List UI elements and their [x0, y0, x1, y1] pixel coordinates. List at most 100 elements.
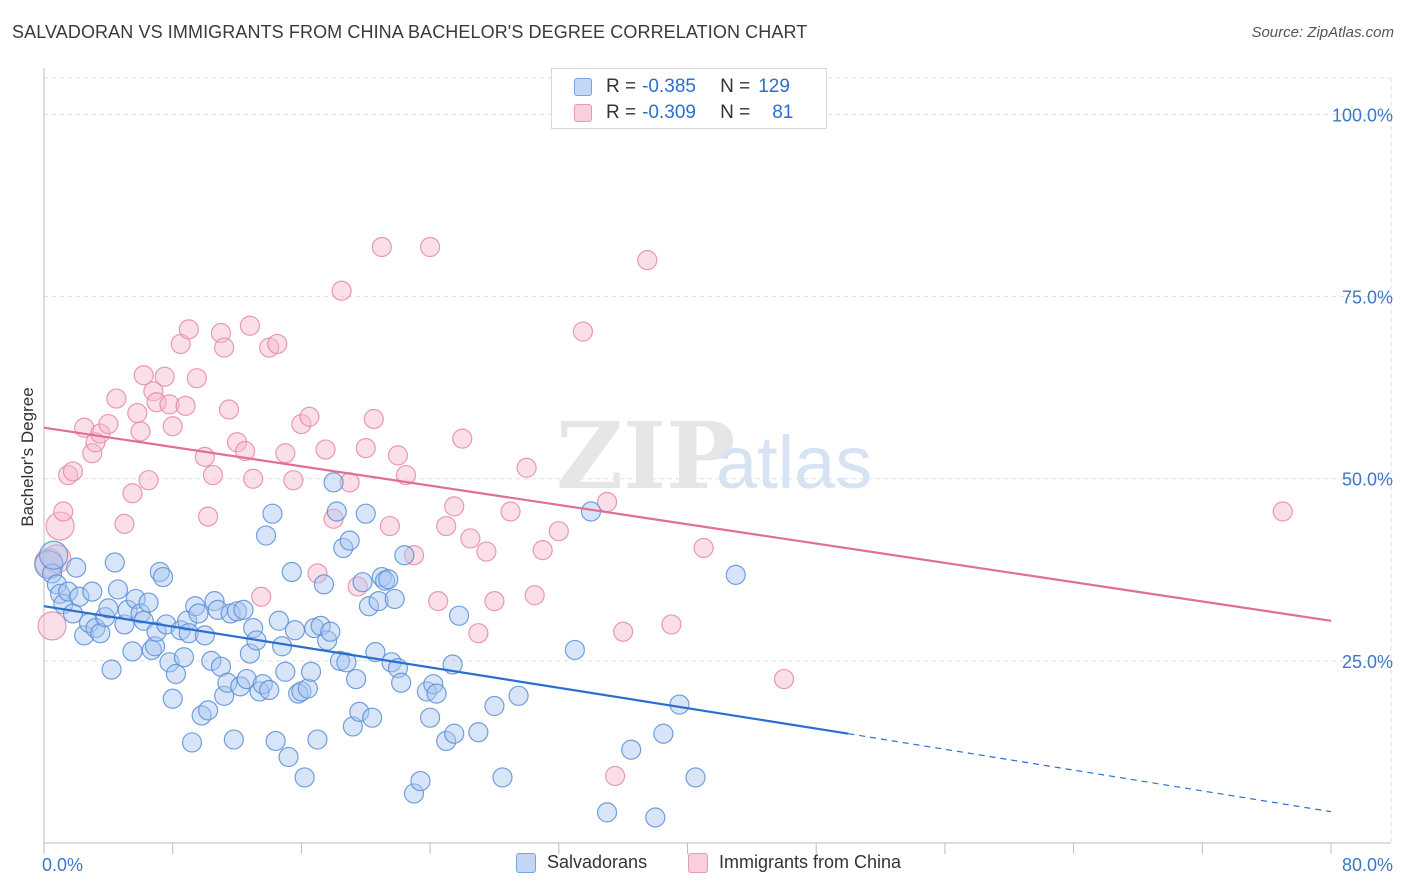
- china-point: [773, 668, 795, 690]
- china-point: [146, 392, 167, 413]
- salvadoran-point: [66, 557, 87, 578]
- china-point: [106, 388, 127, 409]
- salvadoran-point: [194, 625, 215, 646]
- r-label: R =: [606, 76, 637, 97]
- salvadoran-point: [345, 668, 367, 690]
- salvadoran-point: [492, 767, 513, 788]
- salvadoran-points: [34, 472, 746, 828]
- salvadoran-point: [197, 700, 219, 721]
- salvadoran-point: [336, 652, 357, 673]
- china-point: [661, 614, 682, 635]
- china-point: [637, 250, 658, 271]
- salvadoran-point: [596, 802, 618, 823]
- salvadoran-point: [391, 672, 412, 693]
- china-point: [127, 403, 148, 424]
- china-point: [243, 468, 264, 489]
- axes: [43, 68, 1391, 854]
- chart-title: SALVADORAN VS IMMIGRANTS FROM CHINA BACH…: [12, 22, 808, 42]
- china-point: [468, 623, 489, 644]
- salvadoran-point: [144, 636, 166, 657]
- r-value: -0.309: [642, 102, 696, 123]
- salvadoran-point: [152, 566, 174, 588]
- salvadoran-point: [239, 643, 261, 664]
- n-value: 129: [758, 76, 790, 97]
- salvadoran-point: [484, 695, 505, 717]
- salvadoran-point: [233, 599, 254, 620]
- china-point: [613, 621, 634, 642]
- china-point: [452, 428, 473, 449]
- china-point: [218, 399, 240, 420]
- salvadoran-point: [313, 574, 335, 595]
- y-tick-label: 75.0%: [1342, 288, 1393, 308]
- china-point: [53, 501, 74, 522]
- stats-row-china: R = -0.309 N = 81: [574, 101, 793, 125]
- salvadoran-point: [214, 685, 235, 706]
- salvadoran-point: [410, 770, 431, 792]
- salvadoran-point: [339, 530, 360, 551]
- salvadoran-point: [320, 621, 341, 642]
- salvadoran-point: [403, 783, 425, 804]
- china-point: [154, 366, 175, 387]
- salvadoran-point: [468, 722, 489, 743]
- salvadoran-point: [278, 746, 299, 768]
- legend-item-salvadorans[interactable]: Salvadorans: [516, 852, 647, 873]
- tick-labels: 25.0% 50.0% 75.0% 100.0% 0.0% 80.0%: [42, 105, 1393, 875]
- salvadoran-point: [378, 569, 399, 590]
- salvadoran-trend-line: [43, 605, 849, 735]
- salvadoran-point: [621, 739, 642, 760]
- salvadoran-point: [165, 663, 187, 685]
- china-point: [444, 496, 465, 517]
- china-point: [331, 280, 352, 301]
- salvadoran-point: [252, 674, 273, 695]
- salvadoran-point: [255, 525, 277, 546]
- y-tick-label: 100.0%: [1332, 105, 1393, 125]
- legend-item-china[interactable]: Immigrants from China: [688, 852, 901, 873]
- salvadoran-point: [281, 561, 302, 583]
- legend-label: Salvadorans: [547, 852, 648, 872]
- salvadoran-point: [394, 545, 415, 566]
- salvadoran-point: [564, 639, 585, 661]
- series-legend: Salvadorans Immigrants from China: [0, 852, 1406, 878]
- salvadoran-point: [426, 683, 447, 704]
- salvadoran-point: [268, 610, 289, 631]
- salvadoran-point: [420, 707, 441, 728]
- china-point: [379, 515, 400, 537]
- salvadoran-point: [162, 688, 183, 709]
- china-point: [234, 440, 256, 462]
- china-point: [251, 586, 272, 607]
- salvadoran-point: [236, 668, 257, 690]
- salvadoran-point: [82, 581, 103, 602]
- china-point: [1272, 501, 1293, 522]
- china-point: [283, 470, 304, 491]
- salvadoran-point: [265, 730, 286, 752]
- salvadoran-point: [288, 683, 309, 704]
- salvadoran-point: [138, 592, 159, 613]
- china-point: [98, 413, 119, 435]
- china-swatch: [574, 104, 592, 122]
- china-point: [45, 511, 75, 541]
- salvadoran-point: [201, 650, 222, 671]
- china-point: [395, 464, 417, 486]
- r-label: R =: [606, 102, 637, 123]
- legend-label: Immigrants from China: [719, 852, 902, 872]
- salvadoran-point: [262, 503, 283, 524]
- salvadoran-point: [384, 588, 405, 610]
- salvadoran-swatch: [574, 78, 592, 96]
- china-point: [476, 541, 497, 562]
- salvadoran-point: [362, 707, 383, 728]
- salvadoran-point: [259, 679, 280, 701]
- y-axis-label: Bachelor's Degree: [18, 387, 37, 526]
- china-point: [516, 457, 537, 478]
- salvadoran-point: [349, 701, 370, 722]
- china-point: [133, 365, 154, 386]
- china-point: [500, 501, 521, 522]
- stats-legend: R = -0.385 N = 129 R = -0.309 N = 81: [551, 68, 827, 129]
- salvadoran-point: [329, 650, 351, 671]
- salvadoran-point: [188, 603, 209, 624]
- china-point: [37, 611, 67, 641]
- china-point: [420, 236, 441, 258]
- china-point: [484, 591, 505, 612]
- salvadoran-point: [368, 591, 389, 612]
- salvadoran-point: [181, 732, 203, 753]
- china-point: [267, 333, 288, 355]
